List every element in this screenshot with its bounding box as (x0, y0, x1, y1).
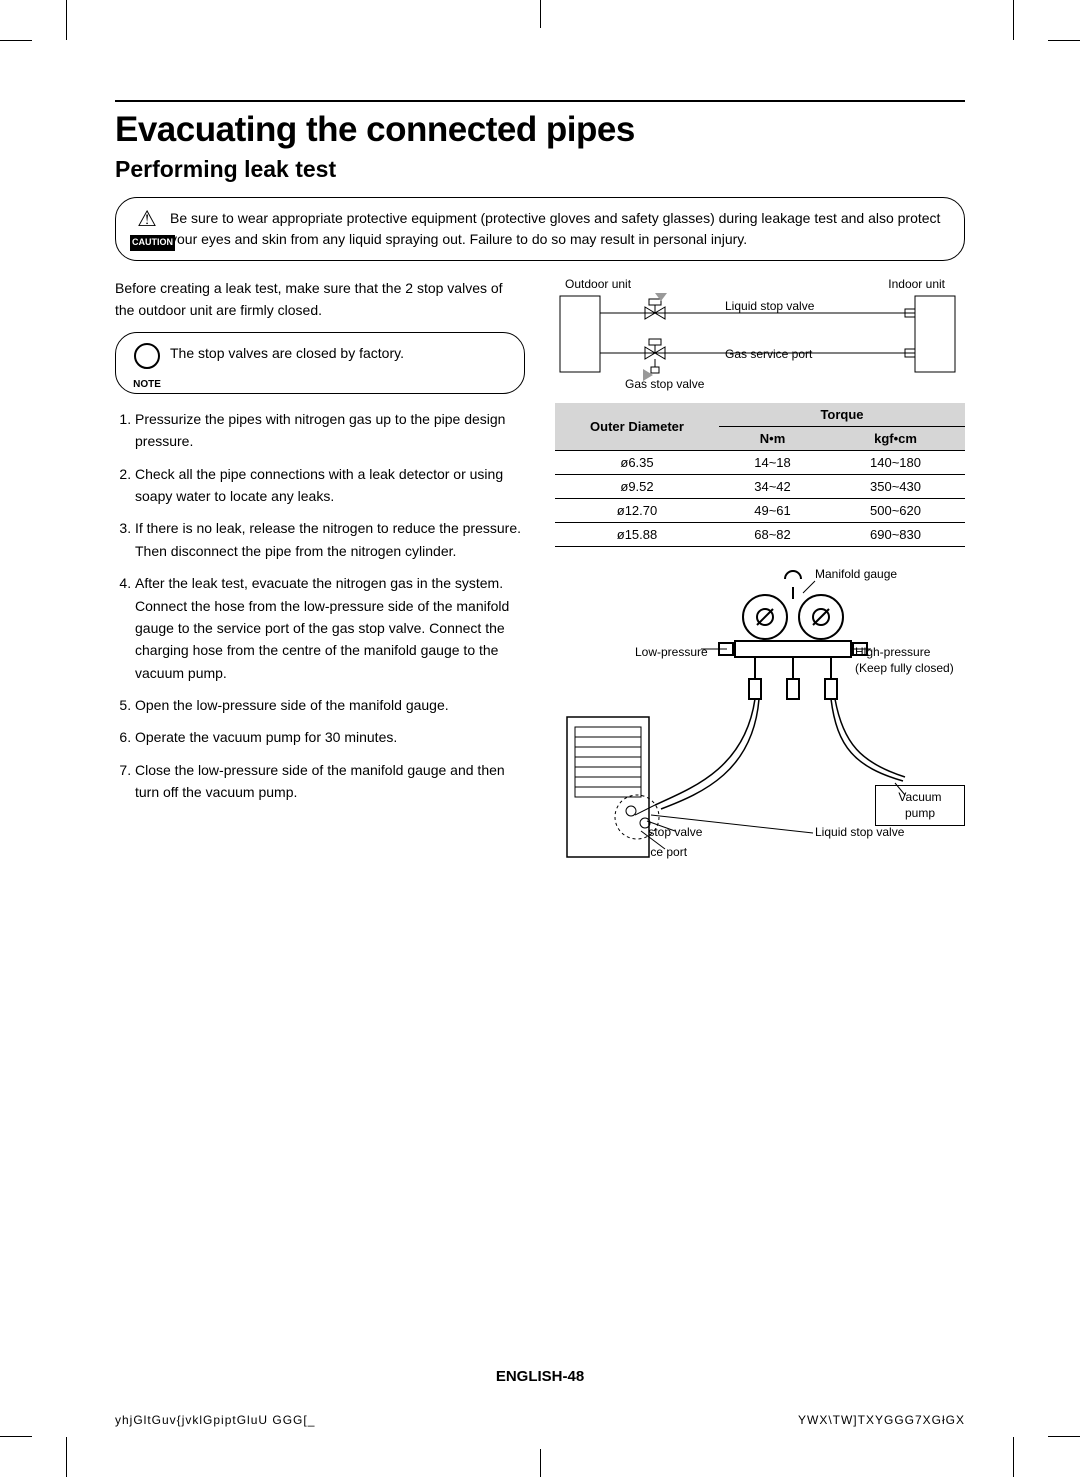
th-torque: Torque (719, 403, 965, 427)
crop-mark (1013, 1437, 1014, 1477)
crop-mark (66, 0, 67, 40)
intro-text: Before creating a leak test, make sure t… (115, 277, 525, 322)
steps-list: Pressurize the pipes with nitrogen gas u… (115, 408, 525, 804)
step-item: Pressurize the pipes with nitrogen gas u… (135, 408, 525, 453)
step-item: After the leak test, evacuate the nitrog… (135, 572, 525, 684)
step-item: Check all the pipe connections with a le… (135, 463, 525, 508)
warning-icon: ⚠ CAUTION (130, 208, 164, 251)
crop-mark (1013, 0, 1014, 40)
crop-mark (540, 0, 541, 28)
rule (115, 100, 965, 102)
caution-text: Be sure to wear appropriate protective e… (170, 210, 940, 247)
step-item: Close the low-pressure side of the manif… (135, 759, 525, 804)
manifold-svg (555, 567, 985, 907)
th-kgfcm: kgf•cm (826, 427, 965, 451)
crop-mark (0, 40, 32, 41)
valve-diagram: Outdoor unit Indoor unit Liquid stop val… (555, 277, 965, 397)
note-box: NOTE The stop valves are closed by facto… (115, 332, 525, 394)
manifold-diagram: Manifold gauge Low-pressure High-pressur… (555, 567, 965, 907)
step-item: Open the low-pressure side of the manifo… (135, 694, 525, 716)
crop-mark (0, 1436, 32, 1437)
th-outer-diameter: Outer Diameter (555, 403, 719, 451)
footer-left: yhjGltGuv{jvklGpiptGluU GGG[_ (115, 1413, 315, 1427)
crop-mark (540, 1449, 541, 1477)
torque-table: Outer Diameter Torque N•m kgf•cm ø6.3514… (555, 403, 965, 547)
crop-mark (66, 1437, 67, 1477)
step-item: If there is no leak, release the nitroge… (135, 517, 525, 562)
label-outdoor: Outdoor unit (565, 277, 631, 291)
table-row: ø15.8868~82690~830 (555, 523, 965, 547)
note-text: The stop valves are closed by factory. (170, 345, 404, 361)
label-indoor: Indoor unit (888, 277, 945, 291)
page-title: Evacuating the connected pipes (115, 110, 965, 150)
valve-svg (555, 291, 975, 381)
caution-box: ⚠ CAUTION Be sure to wear appropriate pr… (115, 197, 965, 261)
crop-mark (1048, 40, 1080, 41)
section-subtitle: Performing leak test (115, 156, 965, 183)
th-nm: N•m (719, 427, 826, 451)
page-number: ENGLISH-48 (0, 1368, 1080, 1385)
crop-mark (1048, 1436, 1080, 1437)
footer-info: yhjGltGuv{jvklGpiptGluU GGG[_ YWX\TW]TXY… (115, 1413, 965, 1427)
table-row: ø12.7049~61500~620 (555, 499, 965, 523)
table-row: ø9.5234~42350~430 (555, 475, 965, 499)
note-icon: NOTE (130, 343, 164, 392)
table-row: ø6.3514~18140~180 (555, 451, 965, 475)
step-item: Operate the vacuum pump for 30 minutes. (135, 726, 525, 748)
footer-right: YWX\TW]TXYGGG7XGłGX (798, 1413, 965, 1427)
